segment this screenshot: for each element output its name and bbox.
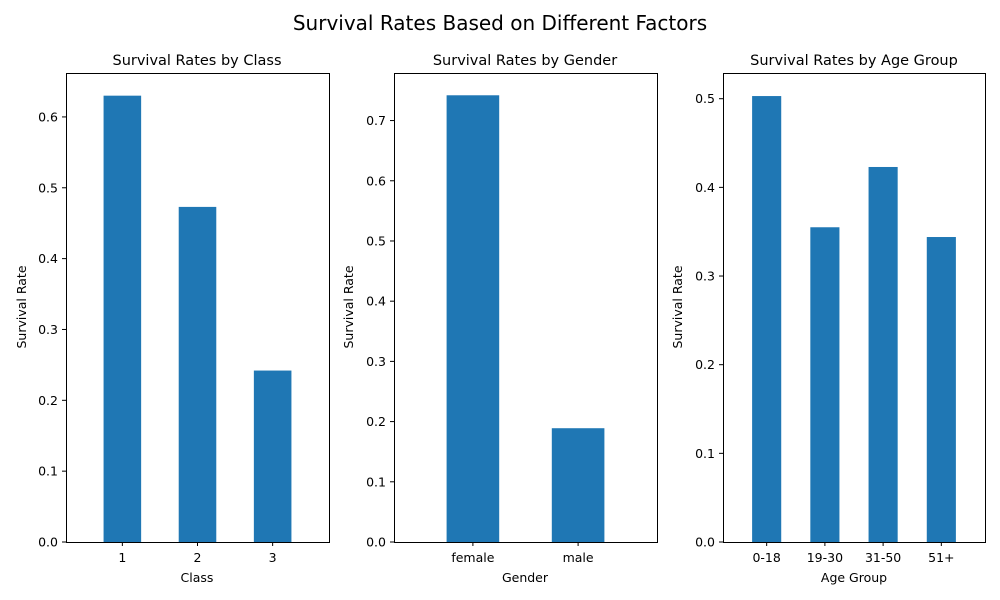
subplot-class: Survival Rates by Class Class Survival R… — [14, 53, 330, 585]
subplot-class-ytick-label: 0.0 — [38, 535, 58, 550]
subplot-class-ytick-label: 0.6 — [38, 109, 58, 124]
subplot-gender-ylabel: Survival Rate — [341, 265, 356, 348]
subplot-age-group: Survival Rates by Age Group Age Group Su… — [670, 53, 986, 585]
subplot-age-group-bar — [810, 227, 840, 542]
subplot-gender-ytick-label: 0.7 — [366, 113, 386, 128]
subplot-class-bar — [253, 370, 292, 542]
subplot-age-group-bar — [752, 96, 782, 543]
subplot-gender-ytick-label: 0.3 — [366, 354, 386, 369]
subplot-class-title: Survival Rates by Class — [112, 53, 281, 69]
subplot-class-xtick-label: 2 — [194, 550, 202, 565]
subplot-gender-ytick-label: 0.0 — [366, 535, 386, 550]
subplot-age-group-xtick-label: 19-30 — [807, 550, 843, 565]
subplot-class-bar — [103, 95, 142, 543]
subplot-age-group-bar — [926, 237, 956, 542]
subplot-age-group-xtick-label: 0-18 — [752, 550, 780, 565]
subplot-gender-ytick-label: 0.1 — [366, 474, 386, 489]
subplot-gender-xtick-label: male — [563, 550, 594, 565]
subplot-class-xtick-label: 3 — [269, 550, 277, 565]
subplot-age-group-xlabel: Age Group — [821, 570, 887, 585]
subplot-age-group-ytick-label: 0.2 — [695, 357, 715, 372]
subplot-class-ytick-label: 0.3 — [38, 322, 58, 337]
subplot-gender-frame — [394, 73, 658, 543]
subplot-class-ytick-label: 0.1 — [38, 464, 58, 479]
subplot-age-group-ylabel: Survival Rate — [670, 265, 685, 348]
subplot-class-frame — [66, 73, 330, 543]
subplot-gender-title: Survival Rates by Gender — [433, 53, 617, 69]
subplot-class-xlabel: Class — [181, 570, 214, 585]
subplot-age-group-bar — [868, 166, 898, 543]
subplot-age-group-ytick-label: 0.0 — [695, 535, 715, 550]
subplot-gender-ytick-label: 0.6 — [366, 173, 386, 188]
subplot-gender-xlabel: Gender — [502, 570, 549, 585]
subplot-age-group-ytick-label: 0.5 — [695, 91, 715, 106]
subplot-class-ylabel: Survival Rate — [14, 265, 29, 348]
subplot-class-ytick-label: 0.5 — [38, 180, 58, 195]
subplot-gender-ytick-label: 0.5 — [366, 233, 386, 248]
subplot-class-ytick-label: 0.2 — [38, 393, 58, 408]
subplot-age-group-frame — [723, 73, 986, 543]
subplot-gender-bar — [446, 95, 500, 542]
figure-suptitle: Survival Rates Based on Different Factor… — [293, 11, 707, 35]
subplot-class-bar — [178, 206, 217, 542]
subplot-age-group-ytick-label: 0.3 — [695, 269, 715, 284]
subplot-class-xtick-label: 1 — [118, 550, 126, 565]
subplot-age-group-ytick-label: 0.1 — [695, 446, 715, 461]
subplot-age-group-xtick-label: 31-50 — [865, 550, 901, 565]
subplot-gender-ytick-label: 0.2 — [366, 414, 386, 429]
subplot-age-group-xtick-label: 51+ — [928, 550, 954, 565]
subplot-gender-ytick-label: 0.4 — [366, 294, 386, 309]
subplot-gender-bar — [551, 428, 605, 542]
subplot-gender: Survival Rates by Gender Gender Survival… — [341, 53, 658, 585]
subplot-age-group-title: Survival Rates by Age Group — [750, 53, 958, 69]
subplot-class-ytick-label: 0.4 — [38, 251, 58, 266]
subplot-gender-xtick-label: female — [451, 550, 494, 565]
subplot-age-group-ytick-label: 0.4 — [695, 180, 715, 195]
